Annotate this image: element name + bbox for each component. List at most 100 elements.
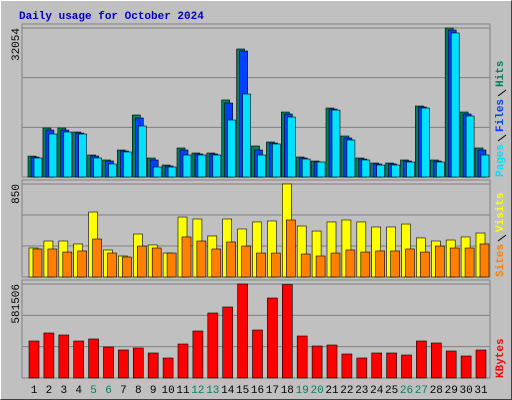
bar	[479, 243, 490, 278]
bar	[301, 158, 311, 178]
bar	[78, 133, 87, 178]
bar	[196, 240, 207, 278]
legend-entry: KBytes	[495, 338, 507, 378]
legend-entry: Sites	[495, 244, 507, 277]
bar	[241, 245, 251, 278]
bar	[257, 154, 266, 178]
bar	[331, 109, 341, 178]
bar	[118, 349, 129, 379]
bar	[147, 352, 159, 379]
x-tick-label: 3	[60, 385, 67, 397]
bar	[401, 354, 412, 379]
bar	[152, 166, 162, 178]
bar	[73, 340, 84, 379]
bar	[88, 338, 99, 379]
x-tick-label: 14	[221, 385, 235, 397]
bar	[316, 161, 326, 178]
bar	[272, 143, 281, 178]
bar	[286, 116, 296, 178]
x-tick-label: 9	[150, 385, 157, 397]
x-tick-label: 23	[355, 385, 368, 397]
bar	[133, 347, 144, 379]
bar	[58, 334, 70, 379]
bar	[226, 241, 236, 278]
x-tick-label: 21	[325, 385, 339, 397]
x-tick-label: 30	[459, 385, 472, 397]
bar	[450, 32, 460, 178]
x-tick-label: 15	[236, 385, 249, 397]
bar	[421, 107, 430, 178]
bar	[151, 247, 162, 278]
x-tick-label: 7	[120, 385, 127, 397]
bar	[361, 159, 371, 178]
bar	[207, 312, 219, 379]
bar	[242, 93, 251, 178]
bar	[445, 350, 457, 379]
legend-separator	[497, 234, 507, 242]
bar	[103, 346, 114, 379]
bar	[341, 353, 353, 379]
bar	[182, 154, 192, 178]
bar	[371, 352, 383, 379]
bar	[167, 166, 177, 178]
bar	[346, 139, 356, 178]
x-tick-label: 10	[161, 385, 174, 397]
x-tick-label: 25	[385, 385, 398, 397]
legend-entry: Files	[495, 99, 507, 132]
bar	[122, 256, 132, 278]
bar	[460, 355, 472, 379]
x-tick-label: 6	[105, 385, 112, 397]
bar	[92, 238, 102, 278]
bar	[252, 329, 263, 379]
bar	[420, 251, 430, 278]
bar	[267, 297, 278, 379]
bar	[107, 252, 117, 278]
bar	[315, 255, 326, 278]
bar	[271, 252, 281, 278]
bar	[192, 330, 204, 379]
x-tick-label: 1	[31, 385, 38, 397]
bar	[434, 245, 445, 278]
bar	[181, 236, 192, 278]
x-tick-label: 4	[75, 385, 82, 397]
bar	[465, 115, 475, 178]
legend-entry: Visits	[495, 192, 507, 232]
bar	[162, 357, 174, 379]
x-tick-label: 18	[281, 385, 294, 397]
x-tick-label: 5	[90, 385, 97, 397]
bar	[138, 125, 147, 178]
y-tick-label: 32054	[11, 28, 23, 61]
bar	[256, 252, 266, 278]
legend-separator	[497, 134, 507, 142]
bar	[430, 342, 442, 379]
bar	[123, 151, 132, 178]
bar	[390, 250, 400, 278]
bar	[480, 154, 490, 178]
bar	[77, 250, 87, 278]
x-tick-label: 28	[430, 385, 443, 397]
legend-entry: Hits	[495, 61, 507, 87]
bar	[405, 248, 415, 278]
bar	[166, 252, 177, 278]
bar	[62, 251, 73, 278]
chart-title: Daily usage for October 2024	[19, 11, 204, 23]
x-tick-label: 22	[340, 385, 353, 397]
bar	[222, 306, 233, 379]
bar	[237, 283, 248, 379]
x-tick-label: 16	[251, 385, 264, 397]
bar	[330, 252, 341, 278]
bar	[416, 340, 427, 379]
bar	[227, 119, 236, 178]
bar	[281, 284, 293, 379]
bar	[449, 247, 460, 278]
bar	[360, 251, 371, 278]
y-tick-label: 850	[11, 184, 23, 204]
bar	[211, 248, 222, 278]
bar	[32, 248, 43, 278]
bar	[376, 164, 386, 178]
bar	[63, 131, 73, 178]
bar	[177, 343, 189, 379]
